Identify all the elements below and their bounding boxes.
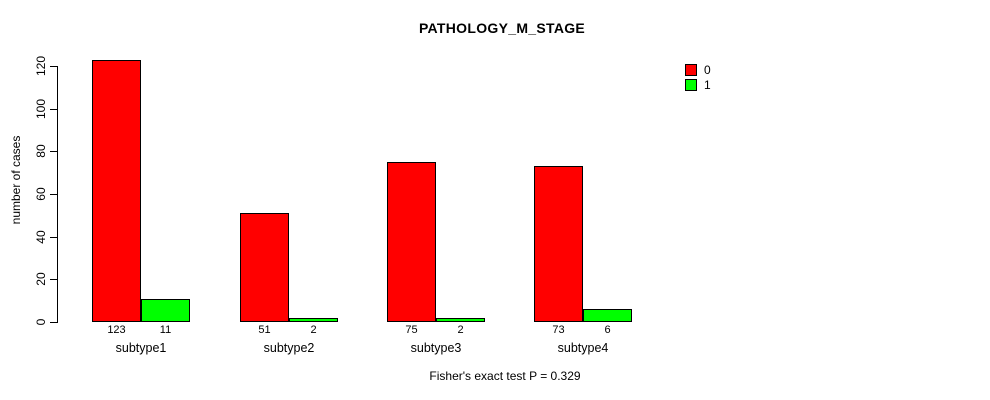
y-tick-label: 120	[34, 55, 48, 77]
bar-value-label: 123	[107, 324, 126, 336]
bar-value-label: 51	[258, 324, 271, 336]
y-axis-label: number of cases	[9, 135, 23, 225]
bar-subtype3-series0	[387, 162, 436, 322]
annotation-text: Fisher's exact test P = 0.329	[429, 369, 581, 383]
y-tick-mark	[50, 322, 57, 323]
y-tick-mark	[50, 109, 57, 110]
y-tick-mark	[50, 66, 57, 67]
y-axis-line	[57, 66, 58, 323]
legend-swatch-0	[685, 63, 697, 76]
y-tick-label: 80	[34, 144, 48, 158]
bar-subtype2-series1	[289, 318, 338, 322]
y-tick-label: 40	[34, 230, 48, 244]
bar-subtype4-series0	[534, 166, 583, 322]
legend-swatch-1	[685, 78, 697, 91]
legend-item-1: 1	[685, 77, 711, 92]
x-category-label-subtype3: subtype3	[410, 341, 462, 355]
y-tick-mark	[50, 279, 57, 280]
bar-value-label: 2	[310, 324, 317, 336]
y-tick-label: 60	[34, 187, 48, 201]
x-category-label-subtype2: subtype2	[263, 341, 315, 355]
legend-item-0: 0	[685, 62, 711, 77]
y-tick-label: 0	[34, 318, 48, 326]
y-tick-mark	[50, 151, 57, 152]
chart-title: PATHOLOGY_M_STAGE	[418, 20, 586, 36]
legend-label: 0	[704, 62, 711, 77]
bar-value-label: 6	[604, 324, 611, 336]
bar-value-label: 2	[457, 324, 464, 336]
bar-value-label: 73	[552, 324, 565, 336]
x-category-label-subtype1: subtype1	[115, 341, 167, 355]
x-category-label-subtype4: subtype4	[557, 341, 609, 355]
y-tick-label: 100	[34, 98, 48, 120]
bar-subtype1-series1	[141, 299, 190, 322]
bar-value-label: 75	[405, 324, 418, 336]
bar-subtype4-series1	[583, 309, 632, 322]
bar-subtype3-series1	[436, 318, 485, 322]
y-tick-mark	[50, 194, 57, 195]
bar-value-label: 11	[159, 324, 172, 336]
y-tick-label: 20	[34, 272, 48, 286]
bar-subtype1-series0	[92, 60, 141, 322]
y-tick-mark	[50, 237, 57, 238]
legend-label: 1	[704, 77, 711, 92]
bar-subtype2-series0	[240, 213, 289, 322]
